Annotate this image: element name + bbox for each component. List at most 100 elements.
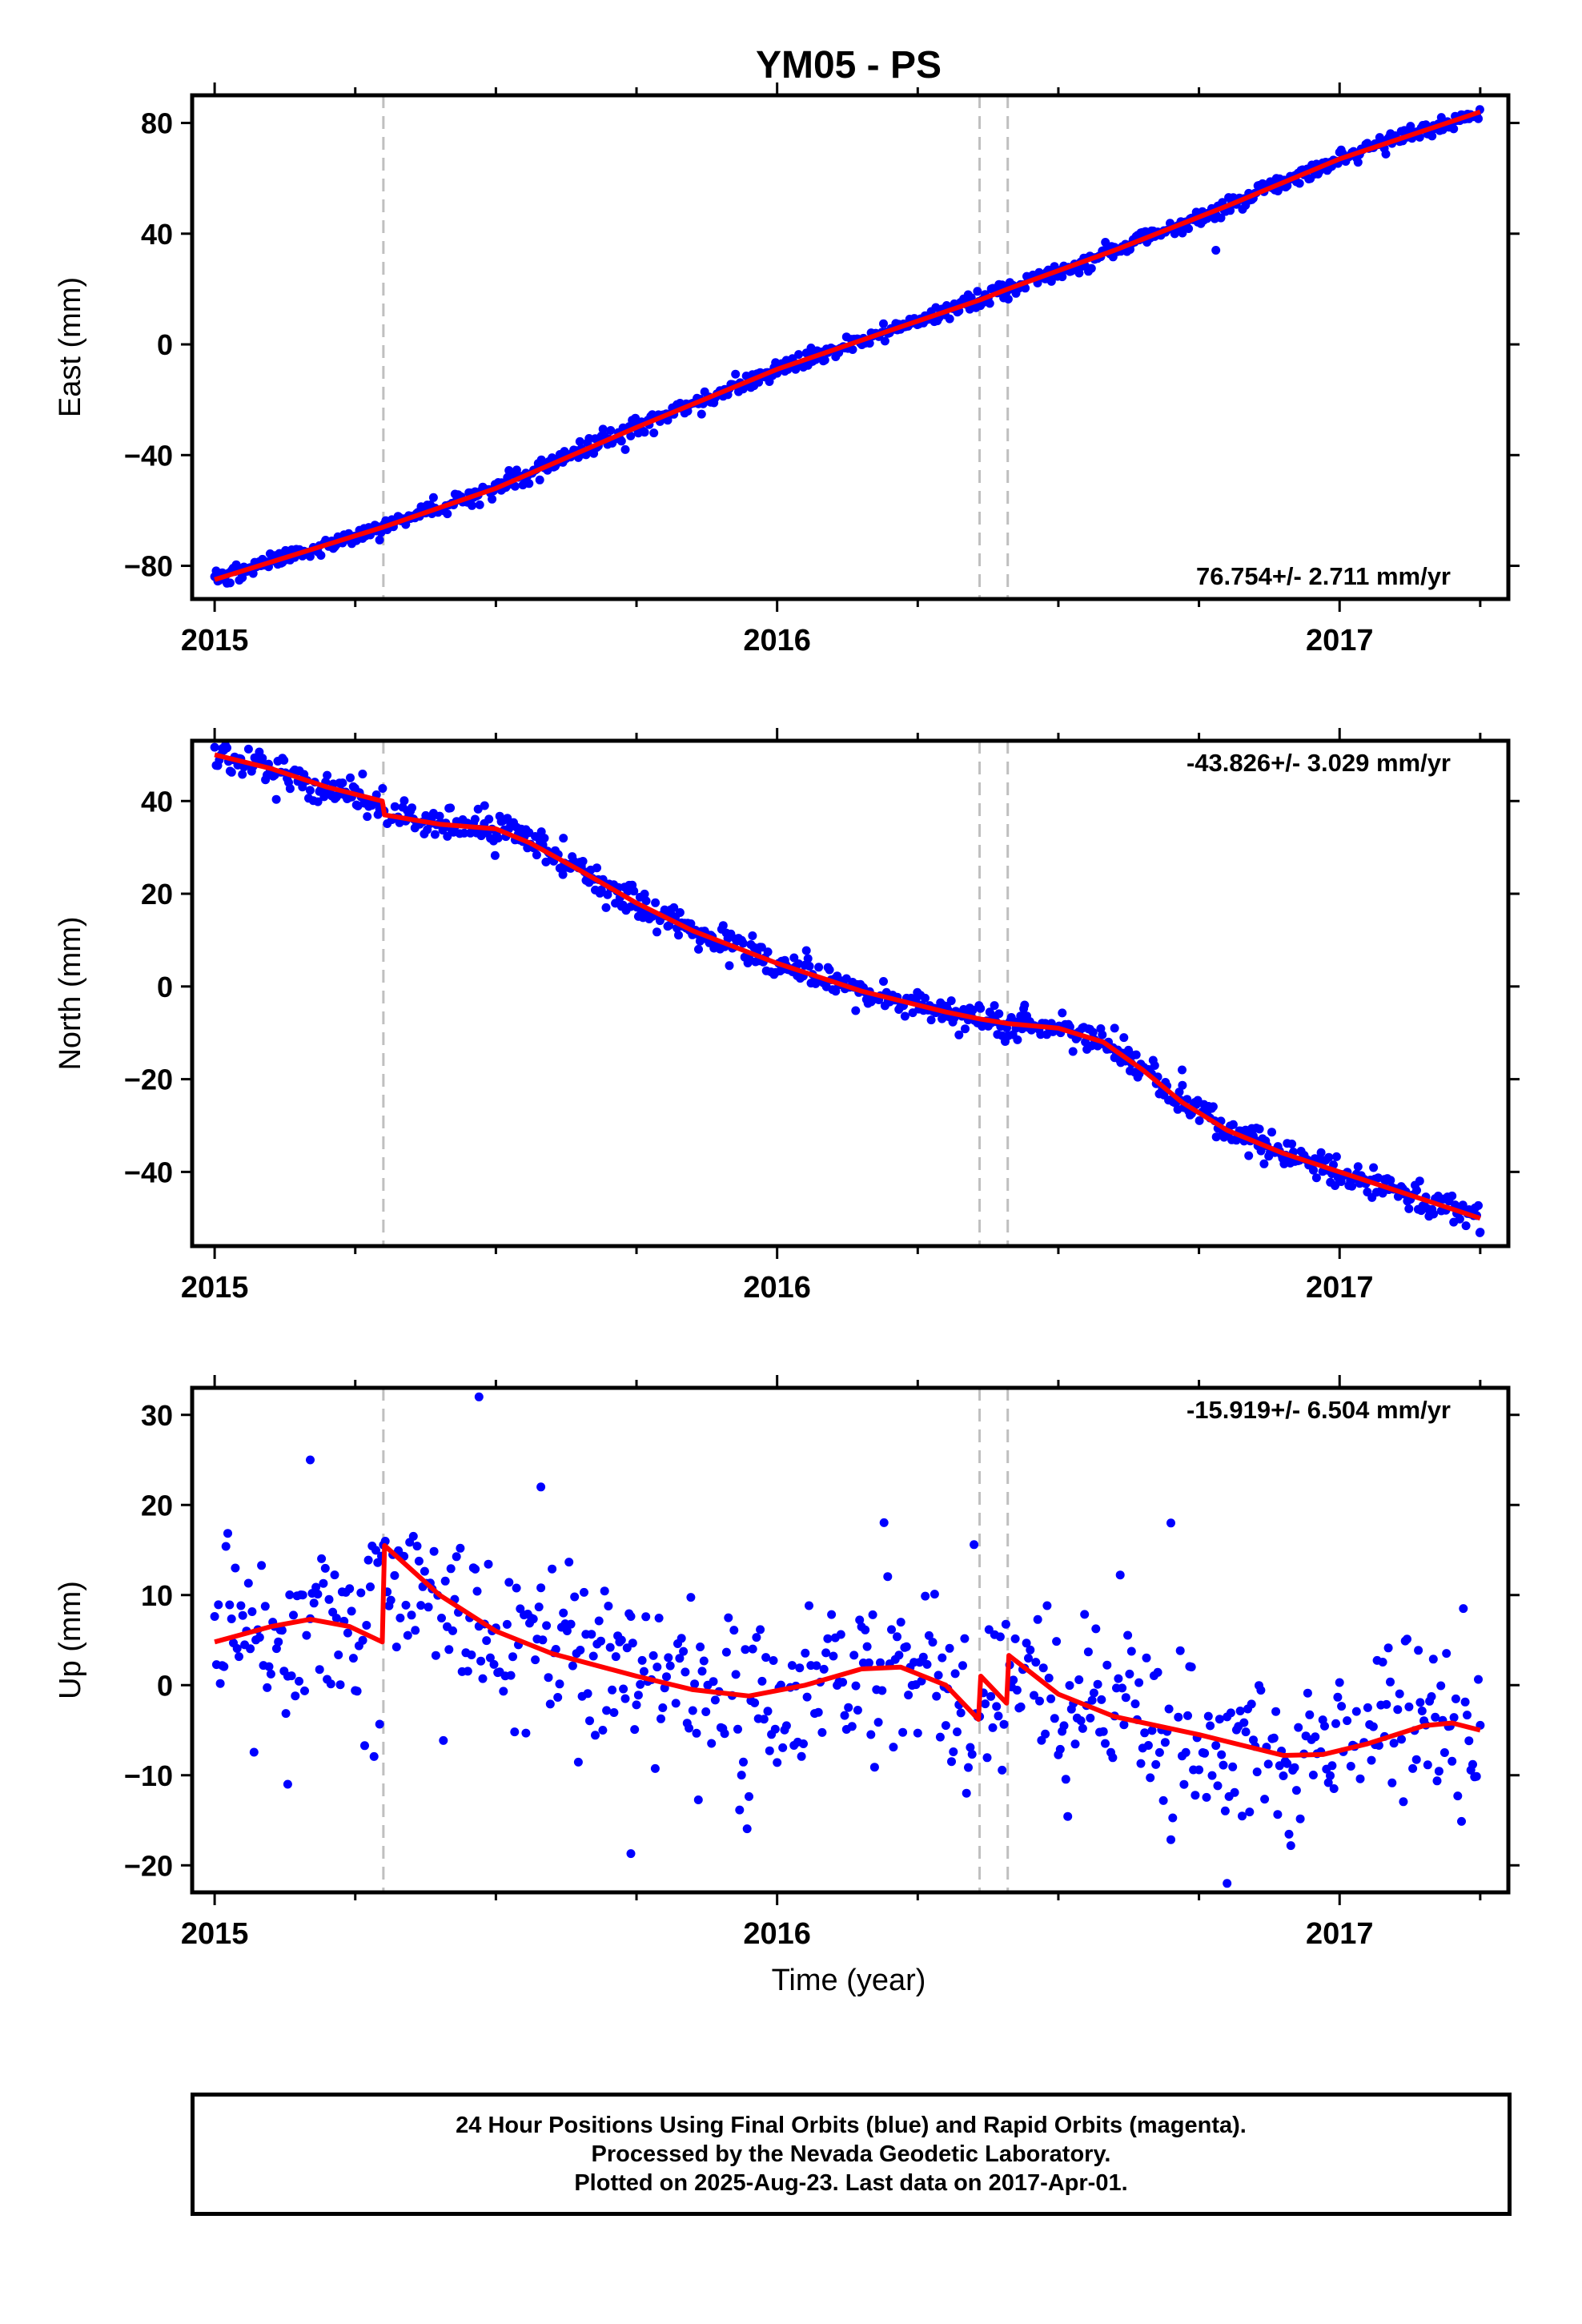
data-point <box>721 1647 731 1657</box>
data-point <box>865 339 874 348</box>
data-point <box>1217 1750 1227 1759</box>
data-point <box>608 1685 617 1695</box>
data-point <box>1311 1173 1321 1183</box>
data-point <box>363 1555 373 1565</box>
data-point <box>1164 1704 1174 1714</box>
data-point <box>1150 1061 1159 1070</box>
data-point <box>1202 1792 1211 1802</box>
data-point <box>1174 1712 1183 1722</box>
data-point <box>1143 1741 1153 1750</box>
data-point <box>1397 1735 1406 1744</box>
data-point <box>652 1663 662 1672</box>
data-point <box>596 1636 605 1646</box>
data-point <box>1146 1773 1155 1783</box>
data-point <box>482 1636 492 1646</box>
data-point <box>876 1658 885 1667</box>
data-point <box>1395 1689 1404 1699</box>
data-point <box>840 1711 849 1720</box>
plot-frame <box>190 738 1511 1248</box>
plot-frame <box>190 93 1511 601</box>
data-point <box>1346 1762 1355 1771</box>
data-point <box>1125 1669 1134 1679</box>
data-point <box>439 1735 448 1745</box>
data-point <box>1030 1691 1038 1700</box>
data-point <box>1119 1033 1129 1043</box>
data-point <box>681 1667 690 1677</box>
data-point <box>641 1612 651 1622</box>
data-point <box>412 1542 422 1551</box>
data-point <box>984 1625 994 1634</box>
data-point <box>1363 1703 1372 1712</box>
data-point <box>1061 1775 1070 1784</box>
data-point <box>640 889 649 899</box>
data-point <box>568 1661 577 1671</box>
data-point <box>1238 1811 1247 1821</box>
data-point <box>763 947 773 957</box>
data-point <box>739 1757 748 1767</box>
data-point <box>502 1619 512 1629</box>
data-point <box>316 551 326 560</box>
footer-line-1: 24 Hour Positions Using Final Orbits (bl… <box>456 2113 1247 2138</box>
data-point <box>540 834 549 843</box>
data-point <box>1088 1027 1098 1037</box>
data-point <box>1337 1702 1347 1711</box>
data-point <box>868 1610 877 1619</box>
panel-3: −20 −10 0 10 20 30 2015 2016 2017 Up (mm) -15.919+… <box>54 1375 1520 1951</box>
data-point <box>580 1587 588 1597</box>
data-point <box>279 755 289 765</box>
data-point <box>330 1570 339 1580</box>
data-point <box>390 1570 400 1580</box>
data-point <box>1273 1810 1283 1819</box>
data-point <box>271 794 281 804</box>
y-tick-label: 0 <box>157 971 173 1003</box>
data-point <box>414 1556 424 1566</box>
data-point <box>741 1645 750 1655</box>
data-point <box>352 1687 362 1696</box>
data-point <box>748 1644 757 1654</box>
data-point <box>658 1703 668 1712</box>
data-point <box>362 1621 371 1630</box>
data-point <box>855 1615 865 1625</box>
data-point <box>488 494 497 504</box>
data-point <box>1074 268 1084 278</box>
data-point <box>1239 1718 1249 1727</box>
data-point <box>853 1706 862 1715</box>
data-point <box>1215 1715 1224 1724</box>
data-point <box>1108 1753 1118 1763</box>
data-point <box>671 1699 681 1708</box>
data-point <box>587 1630 596 1639</box>
data-point <box>408 1531 418 1541</box>
data-point <box>735 1805 745 1815</box>
data-point <box>287 1671 296 1681</box>
data-point <box>820 356 829 365</box>
data-point <box>603 890 612 899</box>
data-point <box>369 1751 379 1761</box>
data-point <box>1181 1747 1191 1757</box>
data-point <box>941 1721 950 1731</box>
data-point <box>1382 1699 1391 1709</box>
data-point <box>277 1626 287 1635</box>
chart-title: YM05 - PS <box>756 44 942 86</box>
data-point <box>536 1583 546 1593</box>
footer-box: 24 Hour Positions Using Final Orbits (bl… <box>191 2093 1512 2216</box>
data-point <box>1343 1716 1352 1726</box>
data-point <box>401 1600 411 1610</box>
data-point <box>1423 1760 1432 1770</box>
data-point <box>544 1673 553 1683</box>
data-point <box>1427 1692 1436 1701</box>
data-point <box>1383 1643 1393 1653</box>
data-point <box>1213 1781 1223 1791</box>
data-point <box>1178 1065 1186 1075</box>
y-tick-label: −40 <box>124 1156 173 1188</box>
data-point <box>616 1635 626 1645</box>
data-point <box>918 1652 928 1662</box>
data-point <box>424 1602 433 1612</box>
model-line <box>214 1542 1481 1758</box>
data-point <box>1130 1699 1140 1709</box>
data-point <box>360 1741 369 1751</box>
data-point <box>1353 1162 1363 1172</box>
x-axis-label: Time (year) <box>772 1964 926 1997</box>
data-point <box>1451 1694 1460 1703</box>
data-point <box>938 1653 947 1663</box>
data-point <box>651 898 661 907</box>
